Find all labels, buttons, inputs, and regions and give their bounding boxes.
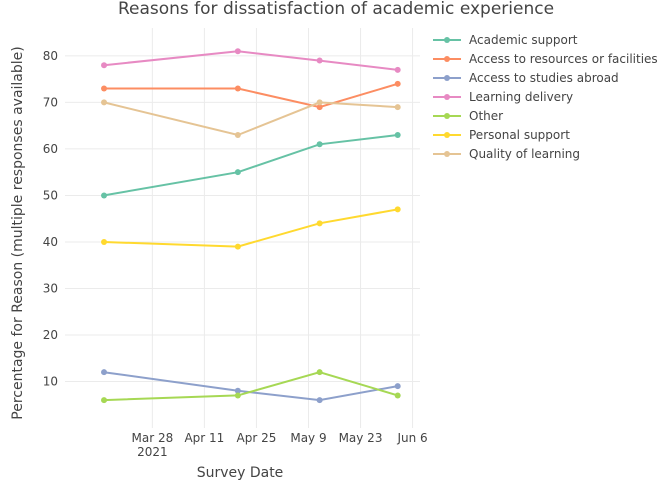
data-point[interactable] [101,192,108,199]
legend-item[interactable]: Access to studies abroad [433,71,619,85]
y-tick-label: 60 [43,142,58,156]
y-axis-ticks: 10 20 30 40 50 60 70 80 [43,49,58,389]
data-point[interactable] [234,243,241,250]
data-point[interactable] [101,85,108,92]
series-quality-of-learning [101,99,401,138]
series-academic-support [101,131,401,199]
y-tick-label: 50 [43,188,58,202]
legend-label: Access to resources or facilities [469,52,658,66]
series-other [101,369,401,404]
series-line [103,101,398,137]
data-point[interactable] [101,99,108,106]
legend-item[interactable]: Other [433,109,503,123]
data-point[interactable] [394,131,401,138]
legend-swatch-marker [444,113,450,119]
data-point[interactable] [316,397,323,404]
x-tick-label: Apr 25 [237,431,277,445]
data-point[interactable] [234,169,241,176]
series-lines [101,48,401,404]
y-tick-label: 20 [43,328,58,342]
data-point[interactable] [234,392,241,399]
data-point[interactable] [234,48,241,55]
data-point[interactable] [234,387,241,394]
legend-label: Quality of learning [469,147,580,161]
legend-label: Learning delivery [469,90,573,104]
x-tick-label: Jun 6 [396,431,427,445]
y-tick-label: 30 [43,281,58,295]
x-tick-year-label: 2021 [137,445,168,459]
data-point[interactable] [101,369,108,376]
legend-swatch-marker [444,56,450,62]
y-tick-label: 40 [43,235,58,249]
x-axis-title: Survey Date [197,465,284,480]
y-tick-label: 10 [43,374,58,388]
x-tick-label: Mar 28 [131,431,173,445]
legend-label: Personal support [469,128,570,142]
data-point[interactable] [316,220,323,227]
legend-swatch-marker [444,151,450,157]
data-point[interactable] [394,392,401,399]
chart-title: Reasons for dissatisfaction of academic … [118,0,554,19]
legend-item[interactable]: Learning delivery [433,90,573,104]
legend-label: Access to studies abroad [469,71,619,85]
legend-item[interactable]: Access to resources or facilities [433,52,658,66]
data-point[interactable] [101,397,108,404]
series-line [103,371,398,402]
legend-label: Other [469,109,503,123]
y-tick-label: 70 [43,95,58,109]
data-point[interactable] [316,369,323,376]
data-point[interactable] [394,383,401,390]
legend-label: Academic support [469,33,578,47]
series-line [103,50,398,71]
legend-swatch-marker [444,132,450,138]
x-tick-label: May 9 [290,431,326,445]
legend-swatch-marker [444,94,450,100]
series-line [103,371,398,402]
data-point[interactable] [316,57,323,64]
legend-swatch-marker [444,37,450,43]
legend-item[interactable]: Quality of learning [433,147,580,161]
legend-item[interactable]: Academic support [433,33,578,47]
series-line [104,82,398,109]
data-point[interactable] [394,66,401,73]
legend[interactable]: Academic support Access to resources or f… [433,33,658,161]
x-tick-label: Apr 11 [184,431,224,445]
y-tick-label: 80 [43,49,58,63]
x-tick-label: May 23 [339,431,383,445]
series-line [103,208,398,248]
data-point[interactable] [316,104,323,111]
y-axis-title: Percentage for Reason (multiple response… [10,46,26,419]
data-point[interactable] [101,238,108,245]
data-point[interactable] [394,104,401,111]
legend-item[interactable]: Personal support [433,128,570,142]
data-point[interactable] [316,99,323,106]
series-line [103,134,398,197]
series-learning-delivery [101,48,401,73]
legend-swatch-marker [444,75,450,81]
series-access-to-studies-abroad [101,369,401,404]
data-point[interactable] [394,80,401,87]
series-personal-support [101,206,401,250]
series-access-to-resources-or-facilities [101,80,401,111]
data-point[interactable] [394,206,401,213]
data-point[interactable] [234,85,241,92]
data-point[interactable] [101,62,108,69]
data-point[interactable] [316,141,323,148]
grid-lines [65,28,420,428]
data-point[interactable] [234,131,241,138]
